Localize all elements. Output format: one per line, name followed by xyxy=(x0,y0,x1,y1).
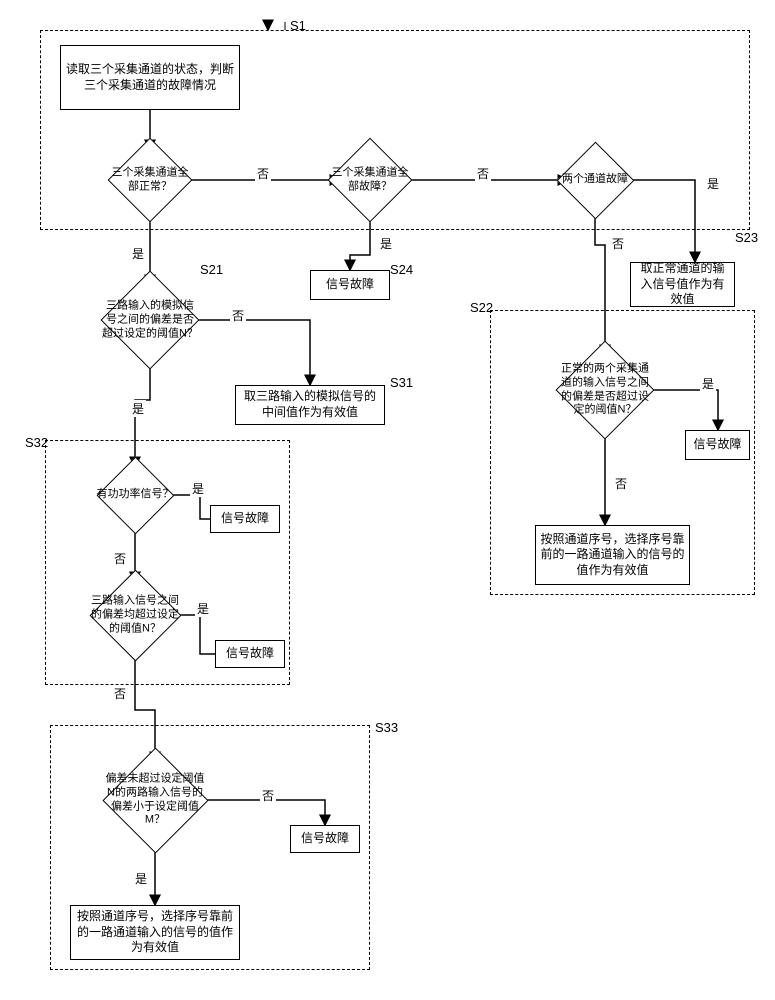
edge-7 xyxy=(185,320,310,385)
node-n_take_mid: 取三路输入的模拟信号的中间值作为有效值 xyxy=(235,385,385,425)
region-label-S22: S22 xyxy=(470,300,493,315)
edge-label-15: 否 xyxy=(260,787,276,804)
region-label-S1: S1 xyxy=(290,18,306,33)
node-n_sig_fail4: 信号故障 xyxy=(215,640,285,668)
node-d_all_dev_N: 三路输入信号之间的偏差均超过设定的阈值N？ xyxy=(103,583,168,648)
edge-label-2: 否 xyxy=(475,165,491,182)
edge-label-1: 否 xyxy=(255,165,271,182)
node-n_pick_low3: 按照通道序号，选择序号靠前的一路通道输入的信号的值作为有效值 xyxy=(70,905,240,960)
node-n_sig_fail5: 信号故障 xyxy=(290,825,360,853)
edge-label-4: 是 xyxy=(378,235,394,252)
node-n_sig_fail1: 信号故障 xyxy=(310,270,390,300)
region-label-S23: S23 xyxy=(735,230,758,245)
node-d_dev2_N: 正常的两个采集通道的输入信号之间的偏差是否超过设定的阈值N？ xyxy=(570,355,640,425)
region-label-S32: S32 xyxy=(25,435,48,450)
edge-label-3: 是 xyxy=(705,175,721,192)
node-n_pick_low2: 按照通道序号，选择序号靠前的一路通道输入的信号的值作为有效值 xyxy=(535,525,690,585)
edge-label-5: 是 xyxy=(130,245,146,262)
edge-label-7: 否 xyxy=(230,307,246,324)
region-label-S31: S31 xyxy=(390,375,413,390)
edge-label-10: 否 xyxy=(613,475,629,492)
edge-label-6: 否 xyxy=(610,235,626,252)
edge-label-11: 是 xyxy=(190,480,206,497)
edge-label-9: 是 xyxy=(700,375,716,392)
node-d_dev_M: 偏差未超过设定阈值N的两路输入信号的偏差小于设定阈值M？ xyxy=(118,763,193,838)
node-n_read: 读取三个采集通道的状态，判断三个采集通道的故障情况 xyxy=(60,45,240,110)
edge-label-12: 否 xyxy=(112,550,128,567)
node-n_sig_fail2: 信号故障 xyxy=(685,430,750,460)
region-label-S24: S24 xyxy=(390,262,413,277)
edge-label-13: 是 xyxy=(195,600,211,617)
node-d_has_power: 有功功率信号？ xyxy=(108,468,163,523)
edge-label-16: 是 xyxy=(133,870,149,887)
node-d_dev3_N: 三路输入的模拟信号之间的偏差是否超过设定的阈值N？ xyxy=(115,285,185,355)
edge-label-14: 否 xyxy=(112,685,128,702)
node-d_all_ok: 三个采集通道全部正常？ xyxy=(120,150,180,210)
node-n_sig_fail3: 信号故障 xyxy=(210,505,280,533)
node-d_all_fail: 三个采集通道全部故障？ xyxy=(340,150,400,210)
node-n_use_ok_ch: 取正常通道的输入信号值作为有效值 xyxy=(630,262,735,307)
node-d_two_fail: 两个通道故障 xyxy=(568,153,623,208)
edge-label-8: 是 xyxy=(130,400,146,417)
region-label-S33: S33 xyxy=(375,720,398,735)
region-label-S21: S21 xyxy=(200,262,223,277)
